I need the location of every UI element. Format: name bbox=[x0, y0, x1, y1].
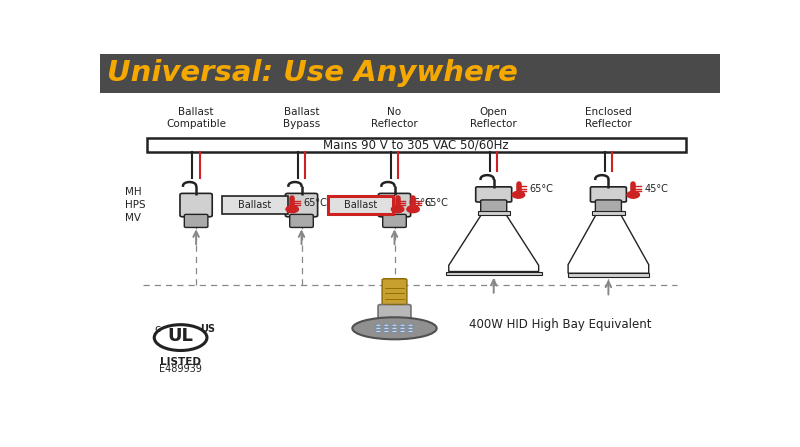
Text: 65°C: 65°C bbox=[530, 184, 554, 194]
Text: MH
HPS
MV: MH HPS MV bbox=[125, 187, 146, 224]
Circle shape bbox=[286, 206, 298, 213]
FancyBboxPatch shape bbox=[378, 304, 411, 326]
Ellipse shape bbox=[392, 330, 398, 333]
FancyBboxPatch shape bbox=[382, 215, 406, 228]
Text: No
Reflector: No Reflector bbox=[371, 107, 418, 129]
FancyBboxPatch shape bbox=[286, 194, 318, 217]
Ellipse shape bbox=[408, 324, 414, 326]
Ellipse shape bbox=[154, 325, 207, 350]
Text: Enclosed
Reflector: Enclosed Reflector bbox=[585, 107, 632, 129]
Text: Open
Reflector: Open Reflector bbox=[470, 107, 517, 129]
Text: 45°C: 45°C bbox=[644, 184, 668, 194]
FancyBboxPatch shape bbox=[382, 279, 407, 307]
Text: Ballast
Bypass: Ballast Bypass bbox=[283, 107, 320, 129]
Text: 65°C: 65°C bbox=[424, 198, 448, 208]
Text: UL: UL bbox=[168, 327, 194, 345]
FancyBboxPatch shape bbox=[595, 200, 622, 212]
Ellipse shape bbox=[375, 327, 381, 329]
Text: Ballast: Ballast bbox=[344, 200, 377, 210]
FancyBboxPatch shape bbox=[146, 138, 686, 152]
Ellipse shape bbox=[384, 324, 390, 326]
FancyBboxPatch shape bbox=[481, 200, 506, 212]
Text: E489939: E489939 bbox=[159, 364, 202, 375]
Ellipse shape bbox=[392, 327, 398, 329]
FancyBboxPatch shape bbox=[100, 54, 720, 93]
Ellipse shape bbox=[384, 327, 390, 329]
Ellipse shape bbox=[375, 330, 381, 333]
FancyBboxPatch shape bbox=[446, 271, 542, 275]
Ellipse shape bbox=[408, 330, 414, 333]
FancyBboxPatch shape bbox=[328, 196, 393, 214]
FancyBboxPatch shape bbox=[290, 215, 314, 228]
FancyBboxPatch shape bbox=[378, 194, 410, 217]
Text: Mains 90 V to 305 VAC 50/60Hz: Mains 90 V to 305 VAC 50/60Hz bbox=[323, 139, 509, 152]
Text: 400W HID High Bay Equivalent: 400W HID High Bay Equivalent bbox=[469, 318, 651, 331]
Text: c: c bbox=[154, 324, 160, 334]
Ellipse shape bbox=[400, 324, 406, 326]
Polygon shape bbox=[449, 215, 538, 271]
Text: 65°C: 65°C bbox=[409, 198, 433, 208]
Polygon shape bbox=[568, 215, 649, 273]
FancyBboxPatch shape bbox=[590, 187, 626, 202]
Ellipse shape bbox=[392, 324, 398, 326]
FancyBboxPatch shape bbox=[184, 215, 208, 228]
Text: Universal: Use Anywhere: Universal: Use Anywhere bbox=[107, 59, 518, 88]
FancyBboxPatch shape bbox=[568, 273, 649, 277]
FancyBboxPatch shape bbox=[180, 194, 212, 217]
Text: LISTED: LISTED bbox=[160, 357, 201, 367]
Ellipse shape bbox=[400, 330, 406, 333]
FancyBboxPatch shape bbox=[222, 196, 287, 214]
Circle shape bbox=[627, 191, 639, 198]
Text: 65°C: 65°C bbox=[303, 198, 327, 208]
Ellipse shape bbox=[384, 330, 390, 333]
Circle shape bbox=[407, 206, 419, 213]
Ellipse shape bbox=[400, 327, 406, 329]
Ellipse shape bbox=[352, 317, 437, 339]
FancyBboxPatch shape bbox=[478, 211, 510, 215]
Circle shape bbox=[391, 206, 404, 213]
Text: US: US bbox=[200, 324, 215, 334]
FancyBboxPatch shape bbox=[592, 211, 625, 215]
FancyBboxPatch shape bbox=[476, 187, 512, 202]
Ellipse shape bbox=[408, 327, 414, 329]
Circle shape bbox=[512, 191, 525, 198]
Ellipse shape bbox=[375, 324, 381, 326]
Text: Ballast
Compatible: Ballast Compatible bbox=[166, 107, 226, 129]
Text: Ballast: Ballast bbox=[238, 200, 272, 210]
